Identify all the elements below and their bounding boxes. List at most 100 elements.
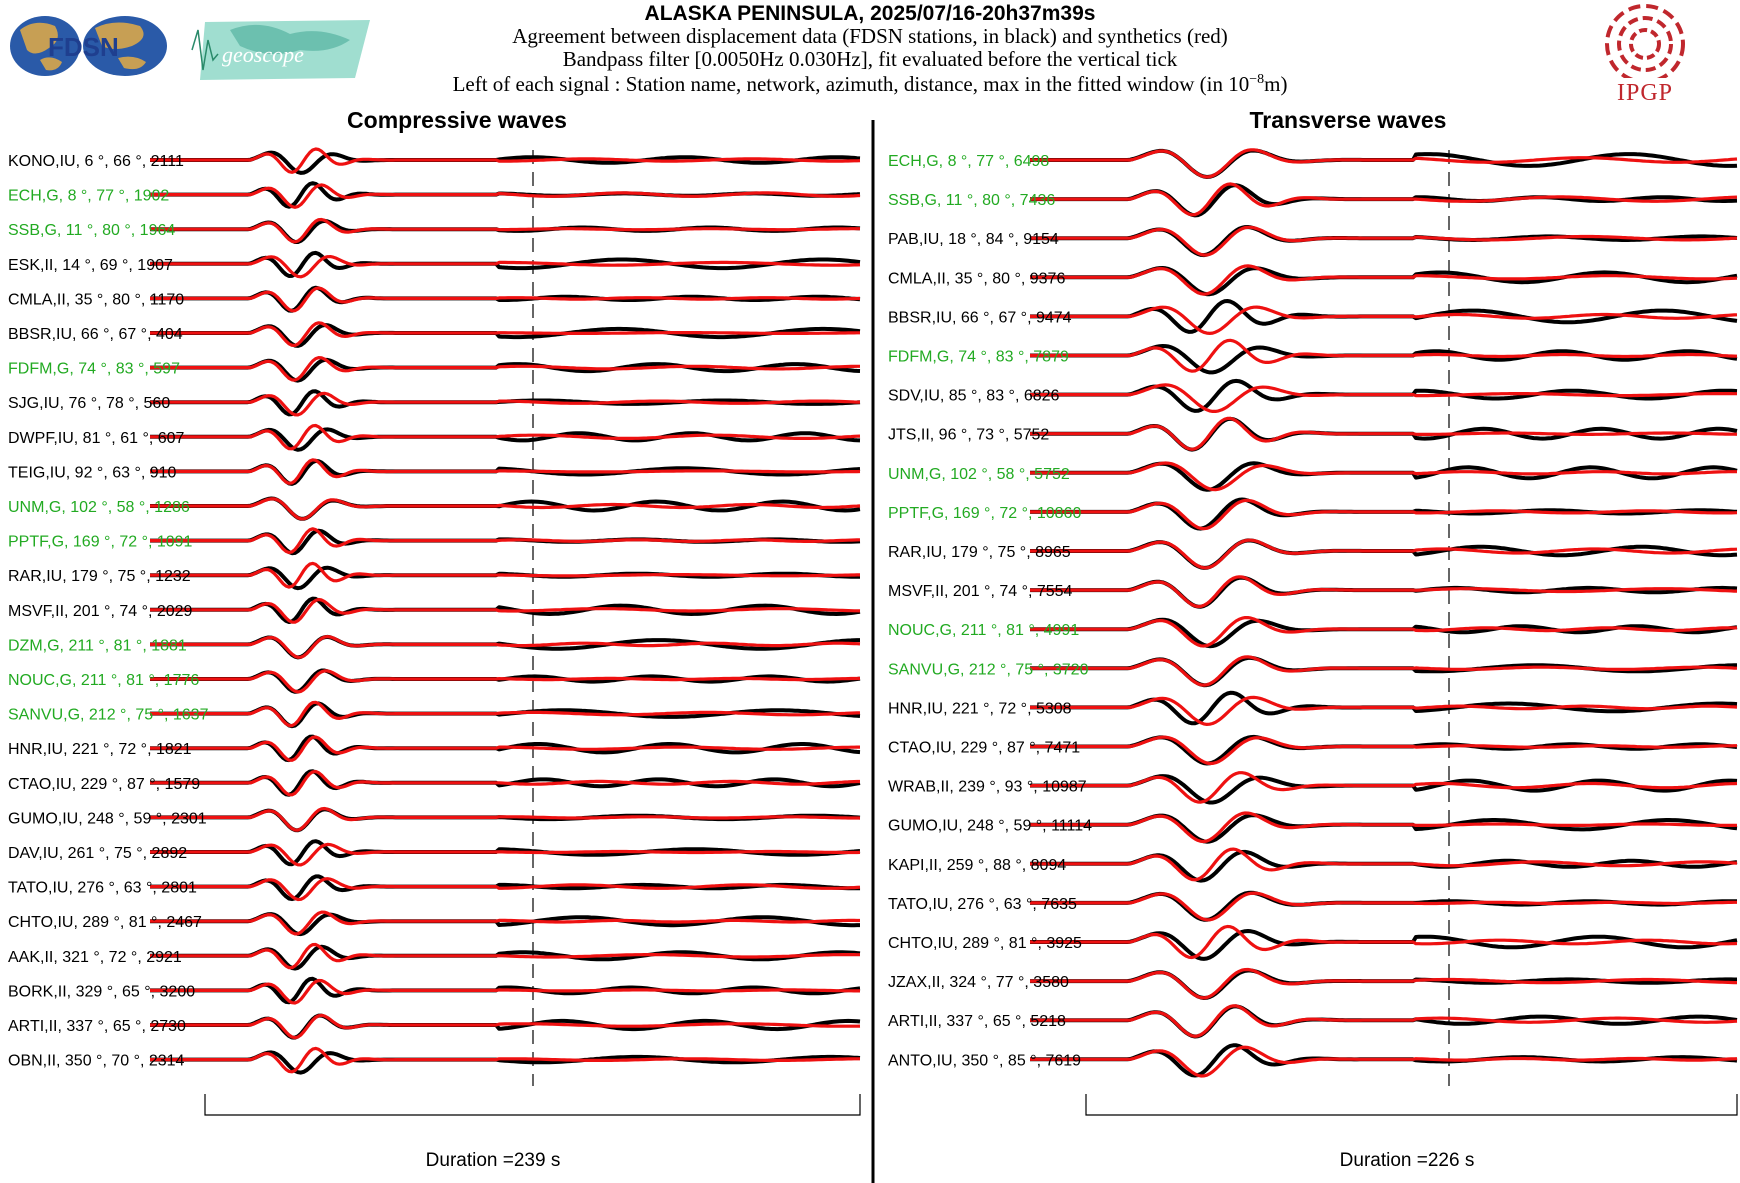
transverse-synthetic-trace: [1030, 616, 1737, 648]
compressive-synthetic-trace: [150, 458, 861, 485]
transverse-station-label: FDFM,G, 74 °, 83 °, 7879: [888, 349, 1069, 366]
compressive-trace-row: OBN,II, 350 °, 70 °, 2314: [8, 1046, 861, 1075]
compressive-station-label: ESK,II, 14 °, 69 °, 1907: [8, 257, 173, 274]
compressive-trace-row: CMLA,II, 35 °, 80 °, 1170: [8, 285, 861, 313]
transverse-synthetic-trace: [1030, 735, 1737, 766]
transverse-synthetic-trace: [1030, 1004, 1738, 1038]
transverse-trace-row: FDFM,G, 74 °, 83 °, 7879: [888, 338, 1738, 375]
transverse-trace-row: JZAX,II, 324 °, 77 °, 3580: [888, 967, 1737, 1000]
transverse-station-label: PAB,IU, 18 °, 84 °, 9154: [888, 231, 1059, 248]
transverse-data-trace: [1030, 575, 1738, 609]
compressive-station-label: PPTF,G, 169 °, 72 °, 1091: [8, 534, 193, 551]
compressive-data-trace: [150, 565, 860, 591]
compressive-station-label: CTAO,IU, 229 °, 87 °, 1579: [8, 776, 200, 793]
transverse-synthetic-trace: [1030, 182, 1738, 217]
transverse-station-label: PPTF,G, 169 °, 72 °, 10860: [888, 505, 1081, 522]
transverse-synthetic-trace: [1030, 811, 1738, 844]
transverse-station-label: MSVF,II, 201 °, 74 °, 7554: [888, 583, 1073, 600]
transverse-synthetic-trace: [1030, 967, 1737, 1000]
transverse-station-label: CMLA,II, 35 °, 80 °, 9376: [888, 270, 1065, 287]
transverse-data-trace: [1030, 148, 1738, 179]
transverse-data-trace: [1030, 813, 1738, 844]
transverse-trace-row: WRAB,II, 239 °, 93 °, 10987: [888, 771, 1738, 805]
compressive-synthetic-trace: [150, 217, 860, 244]
compressive-panel: KONO,IU, 6 °, 66 °, 2111 ECH,G, 8 °, 77 °…: [8, 147, 861, 1086]
subtitle-line-2: Bandpass filter [0.0050Hz 0.030Hz], fit …: [563, 47, 1178, 71]
transverse-trace-row: CHTO,IU, 289 °, 81 °, 3925: [888, 924, 1738, 961]
compressive-station-label: BBSR,IU, 66 °, 67 °, 404: [8, 326, 183, 343]
compressive-data-trace: [150, 323, 861, 348]
compressive-data-trace: [150, 218, 861, 244]
transverse-trace-row: CTAO,IU, 229 °, 87 °, 7471: [888, 734, 1738, 766]
compressive-trace-row: SSB,G, 11 °, 80 °, 1964: [8, 217, 861, 244]
subtitle-line-3-exponent: −8: [1249, 72, 1264, 87]
transverse-data-trace: [1030, 344, 1738, 375]
compressive-data-trace: [150, 528, 861, 556]
compressive-synthetic-trace: [150, 183, 861, 209]
compressive-synthetic-trace: [150, 635, 861, 659]
compressive-station-label: GUMO,IU, 248 °, 59 °, 2301: [8, 810, 207, 827]
compressive-data-trace: [150, 912, 860, 937]
transverse-duration-label: Duration =226 s: [1340, 1150, 1475, 1171]
compressive-station-label: SJG,IU, 76 °, 78 °, 560: [8, 395, 170, 412]
transverse-synthetic-trace: [1030, 891, 1737, 922]
compressive-synthetic-trace: [150, 255, 861, 279]
subtitle-line-3-post: m): [1264, 72, 1287, 96]
compressive-duration-bracket: [204, 1094, 861, 1116]
compressive-synthetic-trace: [150, 910, 860, 936]
compressive-synthetic-trace: [150, 700, 861, 728]
compressive-station-label: SANVU,G, 212 °, 75 °, 1637: [8, 707, 209, 724]
compressive-trace-row: AAK,II, 321 °, 72 °, 2921: [8, 942, 861, 971]
transverse-trace-row: JTS,II, 96 °, 73 °, 5752: [888, 416, 1738, 452]
compressive-trace-row: ESK,II, 14 °, 69 °, 1907: [8, 250, 861, 279]
compressive-station-label: NOUC,G, 211 °, 81 °, 1776: [8, 672, 199, 689]
geoscope-logo-text: geoscope: [222, 42, 304, 67]
compressive-trace-row: GUMO,IU, 248 °, 59 °, 2301: [8, 806, 861, 833]
compressive-station-label: RAR,IU, 179 °, 75 °, 1232: [8, 568, 191, 585]
transverse-synthetic-trace: [1030, 148, 1738, 179]
compressive-station-label: DWPF,IU, 81 °, 61 °, 607: [8, 430, 185, 447]
compressive-station-label: SSB,G, 11 °, 80 °, 1964: [8, 222, 175, 239]
transverse-trace-row: PAB,IU, 18 °, 84 °, 9154: [888, 225, 1738, 258]
compressive-synthetic-trace: [150, 806, 860, 832]
transverse-data-trace: [1030, 497, 1738, 531]
compressive-trace-row: UNM,G, 102 °, 58 °, 1286: [8, 496, 861, 521]
transverse-data-trace: [1030, 774, 1738, 805]
compressive-synthetic-trace: [150, 286, 861, 313]
subtitle-line-3: Left of each signal : Station name, netw…: [453, 72, 1288, 96]
transverse-station-label: CTAO,IU, 229 °, 87 °, 7471: [888, 740, 1080, 757]
transverse-synthetic-trace: [1030, 575, 1737, 609]
fdsn-logo-text: FDSN: [48, 32, 119, 62]
transverse-trace-row: RAR,IU, 179 °, 75 °, 8965: [888, 538, 1738, 570]
transverse-station-label: UNM,G, 102 °, 58 °, 5752: [888, 466, 1070, 483]
compressive-trace-row: BORK,II, 329 °, 65 °, 3200: [8, 976, 861, 1005]
transverse-trace-row: SSB,G, 11 °, 80 °, 7436: [888, 182, 1738, 218]
compressive-station-label: HNR,IU, 221 °, 72 °, 1821: [8, 741, 192, 758]
compressive-panel-title: Compressive waves: [347, 107, 567, 133]
figure-title: ALASKA PENINSULA, 2025/07/16-20h37m39s: [645, 2, 1096, 25]
compressive-trace-row: KONO,IU, 6 °, 66 °, 2111: [8, 147, 861, 175]
transverse-station-label: JTS,II, 96 °, 73 °, 5752: [888, 427, 1049, 444]
transverse-data-trace: [1030, 266, 1738, 297]
transverse-station-label: RAR,IU, 179 °, 75 °, 8965: [888, 544, 1071, 561]
transverse-synthetic-trace: [1030, 538, 1738, 570]
transverse-station-label: SANVU,G, 212 °, 75 °, 3720: [888, 661, 1089, 678]
compressive-station-label: ARTI,II, 337 °, 65 °, 2730: [8, 1018, 186, 1035]
compressive-data-trace: [150, 150, 861, 175]
compressive-trace-row: TEIG,IU, 92 °, 63 °, 910: [8, 458, 861, 486]
compressive-synthetic-trace: [150, 978, 860, 1005]
transverse-trace-row: TATO,IU, 276 °, 63 °, 7635: [888, 890, 1737, 922]
transverse-trace-row: BBSR,IU, 66 °, 67 °, 9474: [888, 299, 1738, 335]
compressive-synthetic-trace: [150, 561, 860, 589]
transverse-trace-row: ECH,G, 8 °, 77 °, 6498: [888, 148, 1738, 179]
compressive-trace-row: ARTI,II, 337 °, 65 °, 2730: [8, 1013, 861, 1040]
transverse-station-label: ARTI,II, 337 °, 65 °, 5218: [888, 1013, 1066, 1030]
compressive-synthetic-trace: [150, 669, 861, 694]
transverse-station-label: ECH,G, 8 °, 77 °, 6498: [888, 153, 1049, 170]
compressive-trace-row: DAV,IU, 261 °, 75 °, 2892: [8, 839, 861, 867]
transverse-trace-row: MSVF,II, 201 °, 74 °, 7554: [888, 575, 1738, 609]
compressive-station-label: CMLA,II, 35 °, 80 °, 1170: [8, 291, 184, 308]
transverse-station-label: CHTO,IU, 289 °, 81 °, 3925: [888, 935, 1082, 952]
ipgp-logo-text: IPGP: [1617, 80, 1673, 106]
transverse-synthetic-trace: [1030, 695, 1738, 726]
